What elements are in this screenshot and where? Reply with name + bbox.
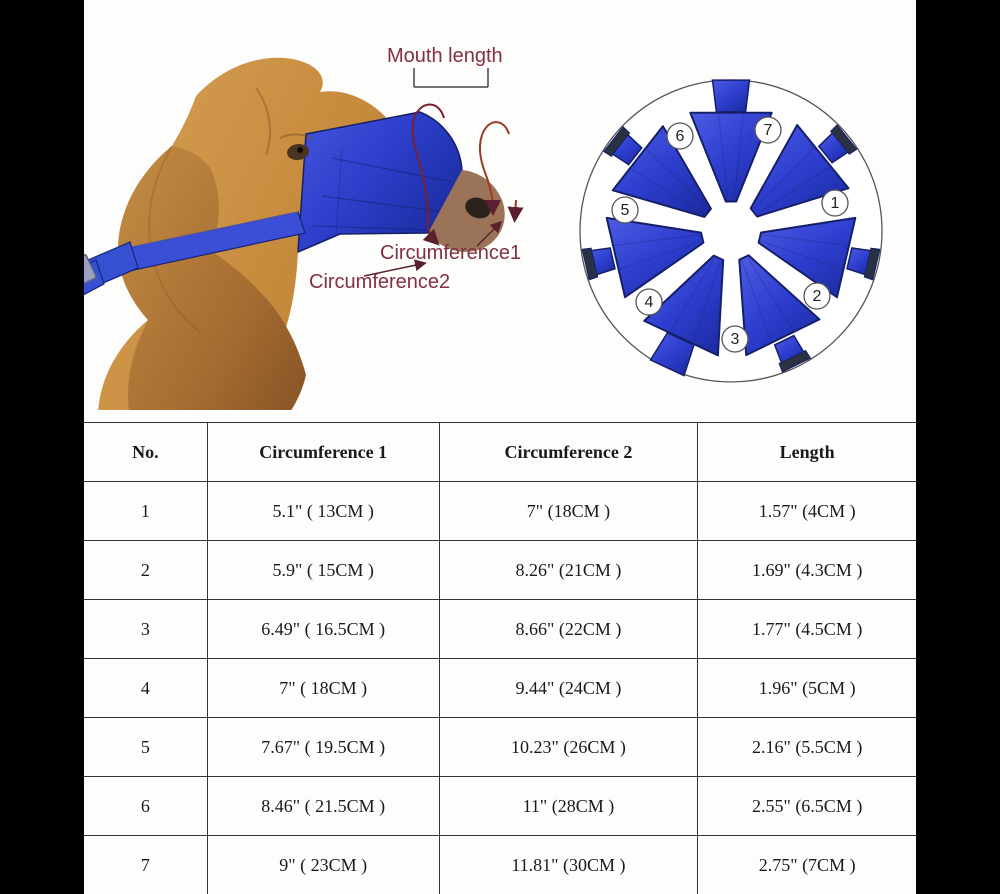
svg-text:Circumference2: Circumference2 bbox=[309, 271, 450, 293]
svg-text:4: 4 bbox=[645, 294, 654, 311]
svg-text:Circumference1: Circumference1 bbox=[380, 242, 521, 264]
svg-text:1: 1 bbox=[831, 195, 840, 212]
svg-text:Mouth length: Mouth length bbox=[387, 45, 503, 67]
svg-text:6: 6 bbox=[676, 128, 685, 145]
svg-text:7: 7 bbox=[764, 122, 773, 139]
svg-text:2: 2 bbox=[813, 288, 822, 305]
svg-text:5: 5 bbox=[621, 202, 630, 219]
svg-text:3: 3 bbox=[731, 331, 740, 348]
